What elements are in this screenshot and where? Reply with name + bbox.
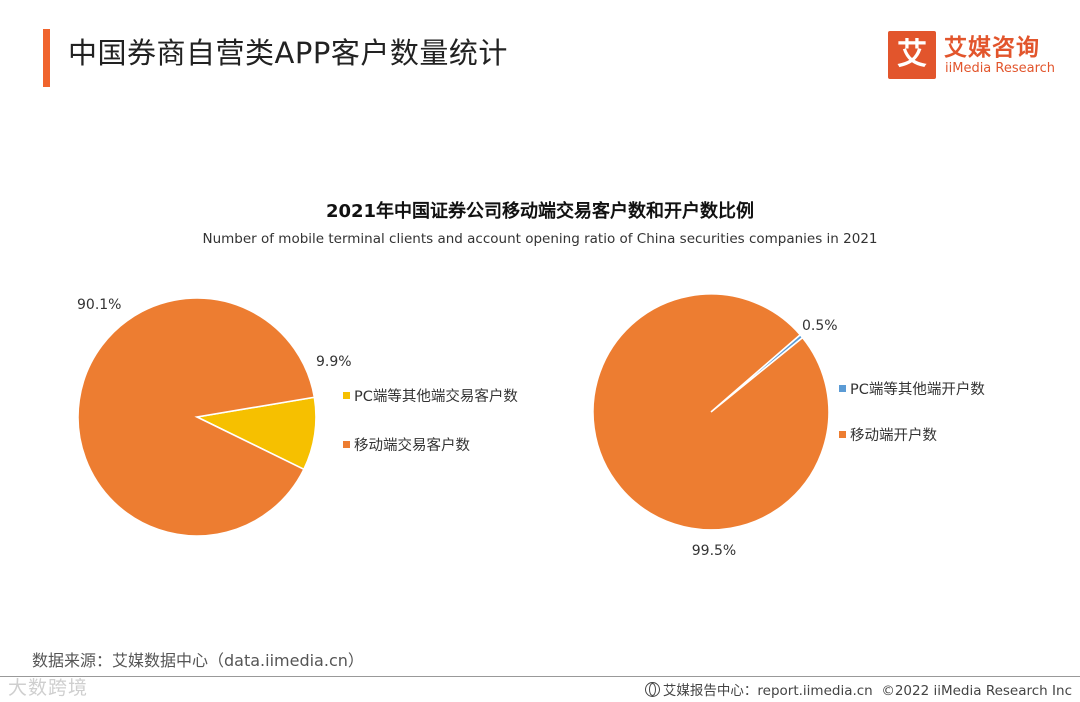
pie1-legend-swatch-2 — [343, 441, 350, 448]
pie1-legend-label-2: 移动端交易客户数 — [354, 436, 470, 454]
pie2-legend-label-2: 移动端开户数 — [850, 427, 937, 444]
copyright: ©2022 iiMedia Research Inc — [881, 683, 1072, 699]
pie2-slice-2 — [592, 293, 830, 531]
chart-subtitle: Number of mobile terminal clients and ac… — [202, 231, 878, 247]
pie2-data-label-1: 0.5% — [802, 318, 838, 334]
chart-title: 2021年中国证券公司移动端交易客户数和开户数比例 — [325, 201, 755, 222]
iimedia-logo: 艾 艾媒咨询 iiMedia Research — [888, 31, 1068, 81]
footer-divider — [0, 676, 1080, 677]
pie1-legend-label-1: PC端等其他端交易客户数 — [354, 387, 518, 405]
pie2-legend-label-1: PC端等其他端开户数 — [850, 380, 985, 398]
footer: 艾媒报告中心：report.iimedia.cn ©2022 iiMedia R… — [644, 679, 1072, 699]
pie1-slice-1 — [194, 396, 317, 471]
pie1-data-label-1: 9.9% — [316, 354, 352, 370]
watermark: 大数跨境 — [8, 677, 89, 699]
pie1-slice-2 — [77, 297, 316, 537]
pie2-legend-swatch-1 — [839, 385, 846, 392]
logo-mark: 艾 — [888, 31, 936, 79]
title-accent-bar — [43, 29, 50, 87]
pie1-data-label-2: 90.1% — [77, 297, 121, 313]
logo-name-cn: 艾媒咨询 — [944, 35, 1040, 61]
page-title: 中国券商自营类APP客户数量统计 — [68, 36, 508, 70]
pie2-legend-swatch-2 — [839, 431, 846, 438]
pie1-legend-swatch-1 — [343, 392, 350, 399]
globe-icon — [644, 682, 660, 697]
logo-name-en: iiMedia Research — [945, 61, 1056, 76]
pie2-data-label-2: 99.5% — [692, 543, 736, 559]
data-source: 数据来源：艾媒数据中心（data.iimedia.cn） — [32, 651, 364, 670]
report-center-link[interactable]: 艾媒报告中心：report.iimedia.cn — [662, 683, 873, 699]
